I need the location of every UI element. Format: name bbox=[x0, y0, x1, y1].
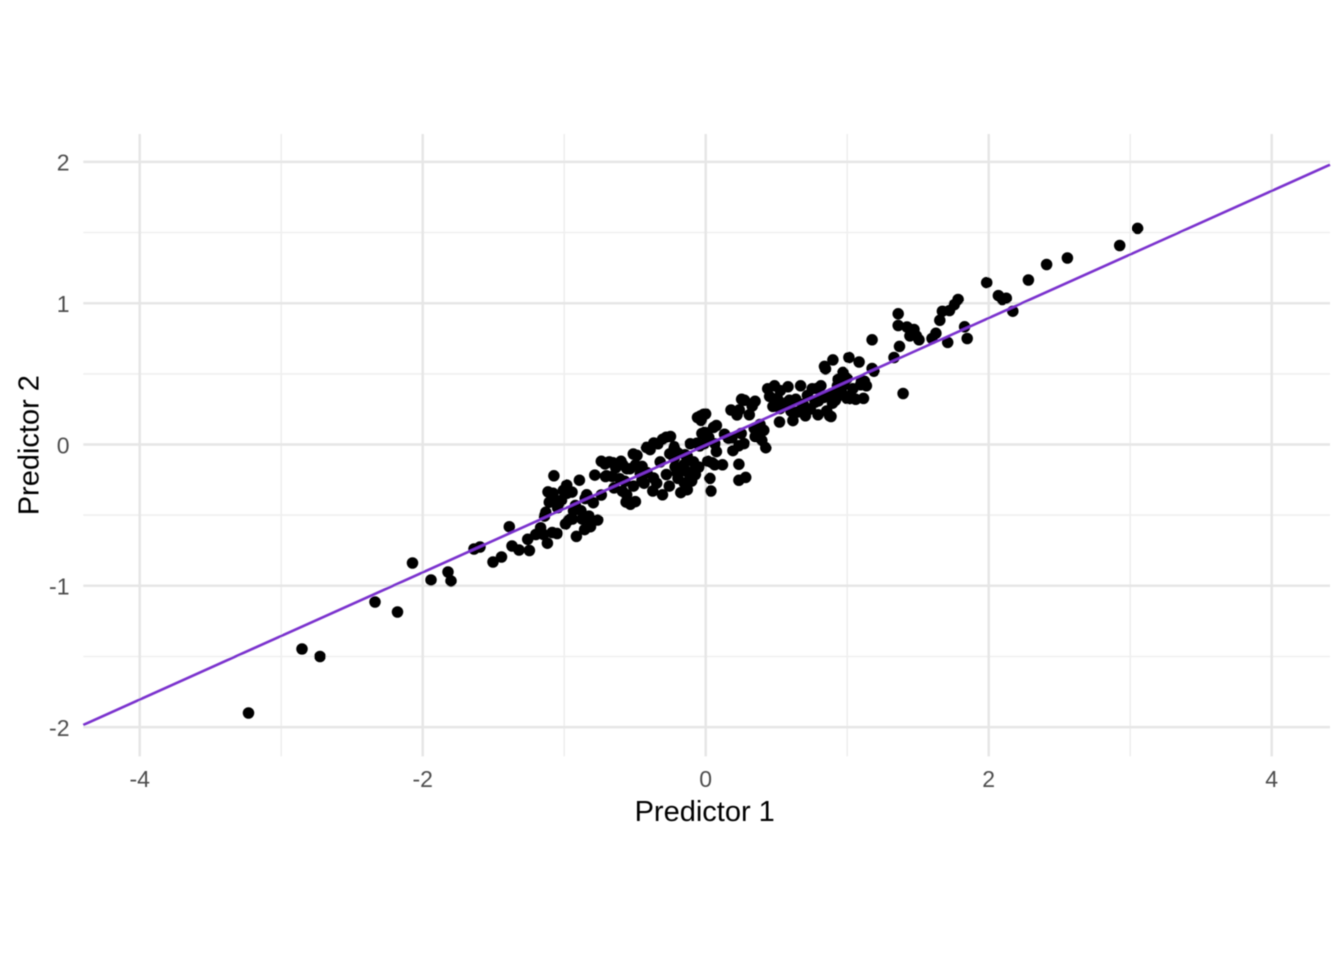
svg-text:1: 1 bbox=[57, 291, 70, 317]
svg-text:0: 0 bbox=[699, 766, 712, 792]
svg-text:Predictor 1: Predictor 1 bbox=[635, 796, 775, 828]
svg-text:-2: -2 bbox=[49, 715, 69, 741]
svg-text:2: 2 bbox=[982, 766, 995, 792]
svg-text:Predictor 2: Predictor 2 bbox=[14, 375, 46, 515]
svg-text:0: 0 bbox=[57, 432, 70, 458]
svg-text:2: 2 bbox=[57, 150, 70, 176]
svg-text:-1: -1 bbox=[49, 574, 69, 600]
svg-text:-4: -4 bbox=[129, 766, 150, 792]
svg-text:4: 4 bbox=[1265, 766, 1278, 792]
svg-text:-2: -2 bbox=[412, 766, 432, 792]
